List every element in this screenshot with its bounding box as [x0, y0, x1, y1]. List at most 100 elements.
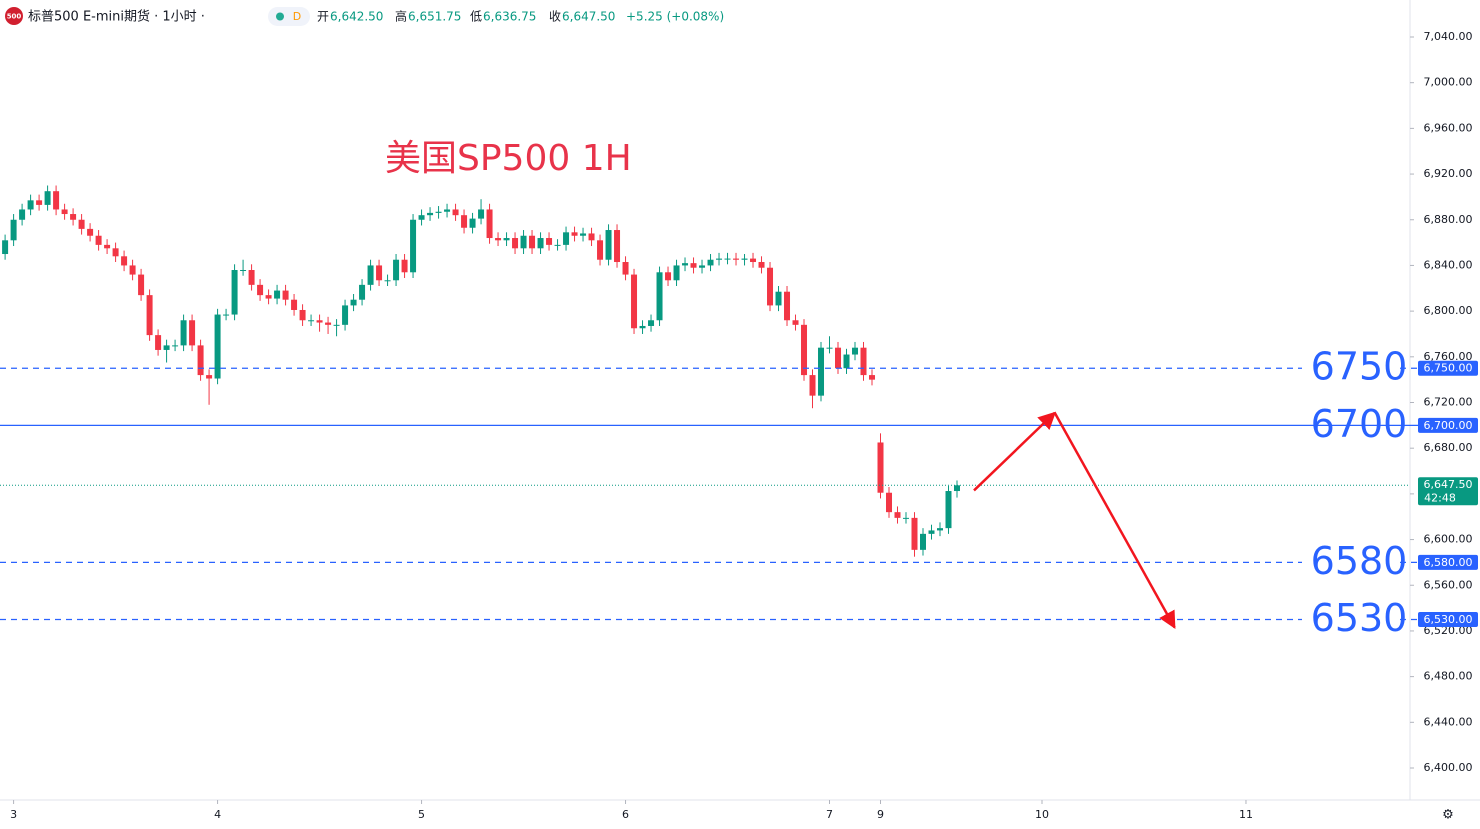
candle-body — [733, 258, 740, 260]
candle-body — [44, 191, 51, 205]
candle-body — [197, 345, 204, 376]
forecast-arrow — [1053, 412, 1176, 630]
candle-body — [682, 263, 689, 266]
interval-badge: D — [293, 10, 301, 23]
candle-body — [138, 274, 145, 296]
symbol-title: 标普500 E-mini期货 · 1小时 · — [28, 9, 205, 25]
candle-body — [614, 230, 621, 263]
settings-icon[interactable]: ⚙ — [1442, 808, 1454, 823]
candle-body — [214, 314, 221, 379]
level-big-label: 6580 — [1311, 539, 1408, 583]
status-pill — [268, 7, 310, 26]
x-tick-label: 10 — [1035, 808, 1049, 821]
candle-body — [359, 284, 366, 300]
ohlc-label: 开 — [317, 10, 329, 24]
candle-body — [877, 442, 884, 493]
candle-body — [767, 267, 774, 306]
candle-body — [418, 215, 425, 220]
ohlc-label: 低 — [470, 10, 482, 24]
x-tick-label: 6 — [622, 808, 629, 821]
candle-body — [2, 240, 9, 255]
plot-area — [2, 185, 960, 557]
level-tag — [1418, 417, 1478, 433]
candle-body — [512, 238, 519, 249]
x-tick-label: 7 — [826, 808, 833, 821]
candle-body — [937, 528, 943, 531]
candle-body — [639, 325, 646, 329]
candle-body — [945, 491, 952, 529]
candle-body — [223, 314, 230, 316]
candle-body — [716, 258, 723, 260]
candle-body — [121, 256, 128, 266]
candle-body — [401, 259, 408, 273]
logo-text: 500 — [7, 13, 22, 21]
y-tick-label: 6,880.00 — [1424, 213, 1473, 226]
candle-body — [299, 309, 306, 321]
candle-body — [809, 375, 816, 396]
candle-body — [78, 219, 85, 229]
level-big-label: 6750 — [1311, 345, 1408, 389]
candle-body — [325, 322, 332, 325]
candle-body — [580, 233, 587, 236]
level-tag-label: 6,700.00 — [1424, 419, 1473, 432]
y-tick-label: 6,680.00 — [1424, 441, 1473, 454]
candle-body — [342, 305, 349, 325]
y-tick-label: 7,000.00 — [1424, 76, 1473, 89]
candle-body — [495, 238, 502, 241]
candle-body — [673, 265, 680, 281]
level-tag-label: 6,750.00 — [1424, 362, 1473, 375]
candle-body — [775, 291, 782, 306]
forecast-arrow — [973, 411, 1056, 492]
y-tick-label: 6,960.00 — [1424, 121, 1473, 134]
candle-body — [520, 235, 527, 249]
x-tick-label: 5 — [418, 808, 425, 821]
candle-body — [308, 320, 315, 322]
ohlc-value: 6,642.50 — [330, 10, 383, 24]
candle-body — [316, 320, 323, 323]
level-tag-label: 6,530.00 — [1424, 613, 1473, 626]
ohlc-label: 高 — [395, 9, 407, 24]
y-tick-label: 6,760.00 — [1424, 350, 1473, 363]
candle-body — [869, 375, 876, 380]
candle-body — [163, 345, 170, 350]
y-tick-label: 6,400.00 — [1424, 761, 1473, 774]
candle-body — [19, 209, 26, 220]
x-tick-label: 3 — [10, 808, 17, 821]
candle-body — [911, 517, 918, 550]
candle-body — [87, 228, 94, 236]
candle-body — [953, 485, 960, 492]
candle-body — [631, 274, 638, 329]
y-tick-label: 6,520.00 — [1424, 624, 1473, 637]
candle-body — [648, 320, 655, 326]
candle-body — [843, 354, 850, 369]
candle-body — [172, 345, 179, 347]
level-big-label: 6700 — [1311, 402, 1408, 446]
candle-body — [529, 235, 536, 249]
level-tag — [1418, 612, 1478, 628]
candle-body — [129, 265, 136, 275]
candle-body — [427, 212, 434, 216]
candle-body — [903, 517, 910, 519]
candle-body — [750, 258, 757, 263]
candle-body — [758, 262, 765, 268]
candle-body — [10, 219, 17, 241]
x-tick-label: 4 — [214, 808, 221, 821]
candle-body — [240, 270, 247, 272]
candle-body — [461, 215, 468, 228]
candle-body — [537, 238, 544, 249]
y-tick-label: 6,720.00 — [1424, 396, 1473, 409]
y-tick-label: 6,480.00 — [1424, 670, 1473, 683]
candle-body — [410, 219, 417, 273]
candle-body — [835, 347, 842, 369]
ohlc-value: 6,647.50 — [562, 10, 615, 24]
y-tick-label: 6,560.00 — [1424, 578, 1473, 591]
candle-body — [248, 270, 255, 285]
candle-body — [95, 235, 102, 245]
candle-body — [435, 211, 442, 213]
candle-body — [724, 258, 731, 260]
candle-body — [104, 244, 111, 249]
candle-body — [597, 240, 604, 260]
candle-body — [384, 280, 391, 282]
